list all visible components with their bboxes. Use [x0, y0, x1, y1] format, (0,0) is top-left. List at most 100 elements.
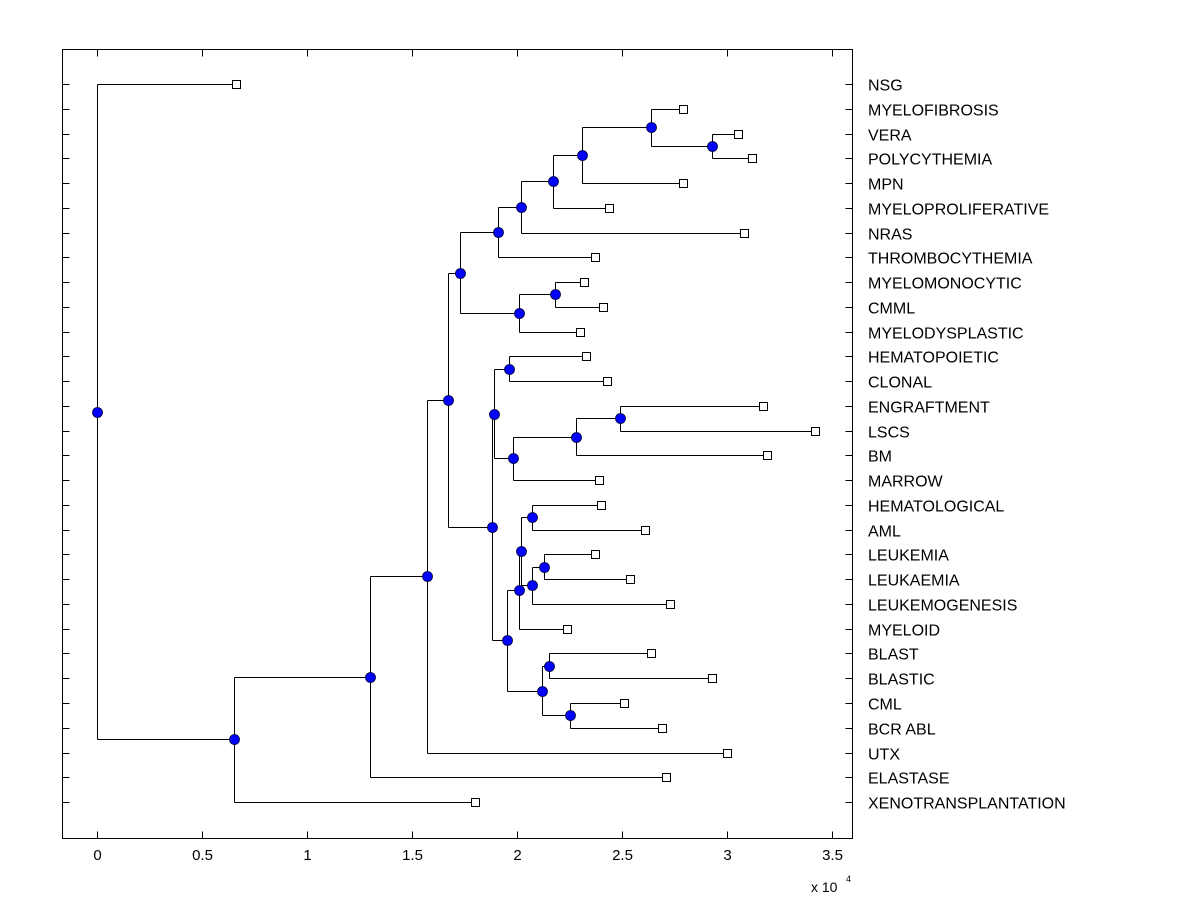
leaf-marker [620, 699, 629, 708]
internal-node-marker [229, 734, 240, 745]
leaf-label: VERA [868, 128, 912, 145]
internal-node-marker [544, 661, 555, 672]
internal-node-marker [550, 289, 561, 300]
leaf-label: CML [868, 697, 902, 714]
internal-node-marker [493, 227, 504, 238]
internal-node-marker [571, 432, 582, 443]
internal-node-marker [516, 202, 527, 213]
internal-node-marker [365, 672, 376, 683]
leaf-labels: NSG MYELOFIBROSIS VERA POLYCYTHEMIA MPN MYELO… [868, 78, 1066, 813]
leaf-label: MYELOFIBROSIS [868, 103, 999, 120]
leaf-label: UTX [868, 747, 900, 764]
leaf-label: MYELOID [868, 623, 940, 640]
internal-node-markers [92, 122, 718, 745]
x-tick-label: 3.5 [822, 847, 843, 864]
leaf-marker [658, 724, 667, 733]
leaf-marker [603, 377, 612, 386]
leaf-marker [740, 229, 749, 238]
x-axis-multiplier-base: x 10 [811, 879, 838, 895]
leaf-marker [599, 303, 608, 312]
leaf-label: HEMATOPOIETIC [868, 350, 999, 367]
internal-node-marker [548, 176, 559, 187]
leaf-marker [591, 253, 600, 262]
leaf-label: BLAST [868, 647, 919, 664]
internal-node-marker [646, 122, 657, 133]
leaf-marker [763, 451, 772, 460]
leaf-marker [748, 154, 757, 163]
leaf-marker [679, 105, 688, 114]
leaf-label: MARROW [868, 474, 944, 491]
internal-node-marker [508, 453, 519, 464]
axes-frame [62, 49, 853, 839]
leaf-label: LEUKAEMIA [868, 573, 960, 590]
leaf-label: LEUKEMOGENESIS [868, 598, 1017, 615]
leaf-marker [605, 204, 614, 213]
internal-node-marker [527, 580, 538, 591]
leaf-label: XENOTRANSPLANTATION [868, 796, 1066, 813]
leaf-marker [647, 649, 656, 658]
x-axis-multiplier: x 10 4 [811, 874, 851, 895]
internal-node-marker [565, 710, 576, 721]
leaf-label: POLYCYTHEMIA [868, 152, 993, 169]
leaf-label: BCR ABL [868, 722, 936, 739]
leaf-marker [595, 476, 604, 485]
leaf-label: BM [868, 449, 892, 466]
leaf-label: NSG [868, 78, 903, 95]
leaf-markers [232, 80, 820, 807]
leaf-marker [662, 773, 671, 782]
x-tick-label: 1.5 [402, 847, 423, 864]
leaf-label: MPN [868, 177, 904, 194]
x-axis-multiplier-exponent: 4 [846, 874, 851, 884]
internal-node-marker [502, 635, 513, 646]
internal-node-marker [443, 395, 454, 406]
leaf-marker [641, 526, 650, 535]
internal-node-marker [514, 585, 525, 596]
leaf-marker [734, 130, 743, 139]
x-tick-label: 2 [513, 847, 521, 864]
y-axis-ticks [62, 84, 853, 803]
internal-node-marker [577, 150, 588, 161]
internal-node-marker [92, 407, 103, 418]
internal-node-marker [514, 308, 525, 319]
leaf-marker [563, 625, 572, 634]
leaf-label: CMML [868, 301, 915, 318]
leaf-label: THROMBOCYTHEMIA [868, 251, 1033, 268]
leaf-label: NRAS [868, 227, 912, 244]
internal-node-marker [615, 413, 626, 424]
leaf-label: MYELOPROLIFERATIVE [868, 202, 1049, 219]
internal-node-marker [537, 686, 548, 697]
x-tick-label: 1 [303, 847, 311, 864]
x-axis-ticks: 0 0.5 1 1.5 2 2.5 3 3.5 [93, 49, 843, 864]
leaf-marker [471, 798, 480, 807]
x-tick-label: 3 [723, 847, 731, 864]
leaf-label: LEUKEMIA [868, 548, 949, 565]
leaf-label: CLONAL [868, 375, 932, 392]
leaf-marker [626, 575, 635, 584]
x-tick-label: 0.5 [192, 847, 213, 864]
leaf-label: AML [868, 524, 901, 541]
leaf-marker [679, 179, 688, 188]
leaf-marker [582, 352, 591, 361]
leaf-marker [666, 600, 675, 609]
internal-node-marker [422, 571, 433, 582]
internal-node-marker [489, 409, 500, 420]
leaf-marker [591, 550, 600, 559]
internal-node-marker [707, 141, 718, 152]
leaf-label: MYELODYSPLASTIC [868, 326, 1024, 343]
leaf-label: ELASTASE [868, 771, 950, 788]
leaf-marker [708, 674, 717, 683]
internal-node-marker [487, 522, 498, 533]
leaf-marker [232, 80, 241, 89]
leaf-marker [576, 328, 585, 337]
x-tick-label: 0 [93, 847, 101, 864]
leaf-marker [759, 402, 768, 411]
leaf-label: HEMATOLOGICAL [868, 499, 1004, 516]
leaf-marker [723, 749, 732, 758]
x-tick-label: 2.5 [612, 847, 633, 864]
internal-node-marker [504, 364, 515, 375]
leaf-marker [597, 501, 606, 510]
leaf-marker [580, 278, 589, 287]
leaf-label: BLASTIC [868, 672, 935, 689]
internal-node-marker [527, 512, 538, 523]
